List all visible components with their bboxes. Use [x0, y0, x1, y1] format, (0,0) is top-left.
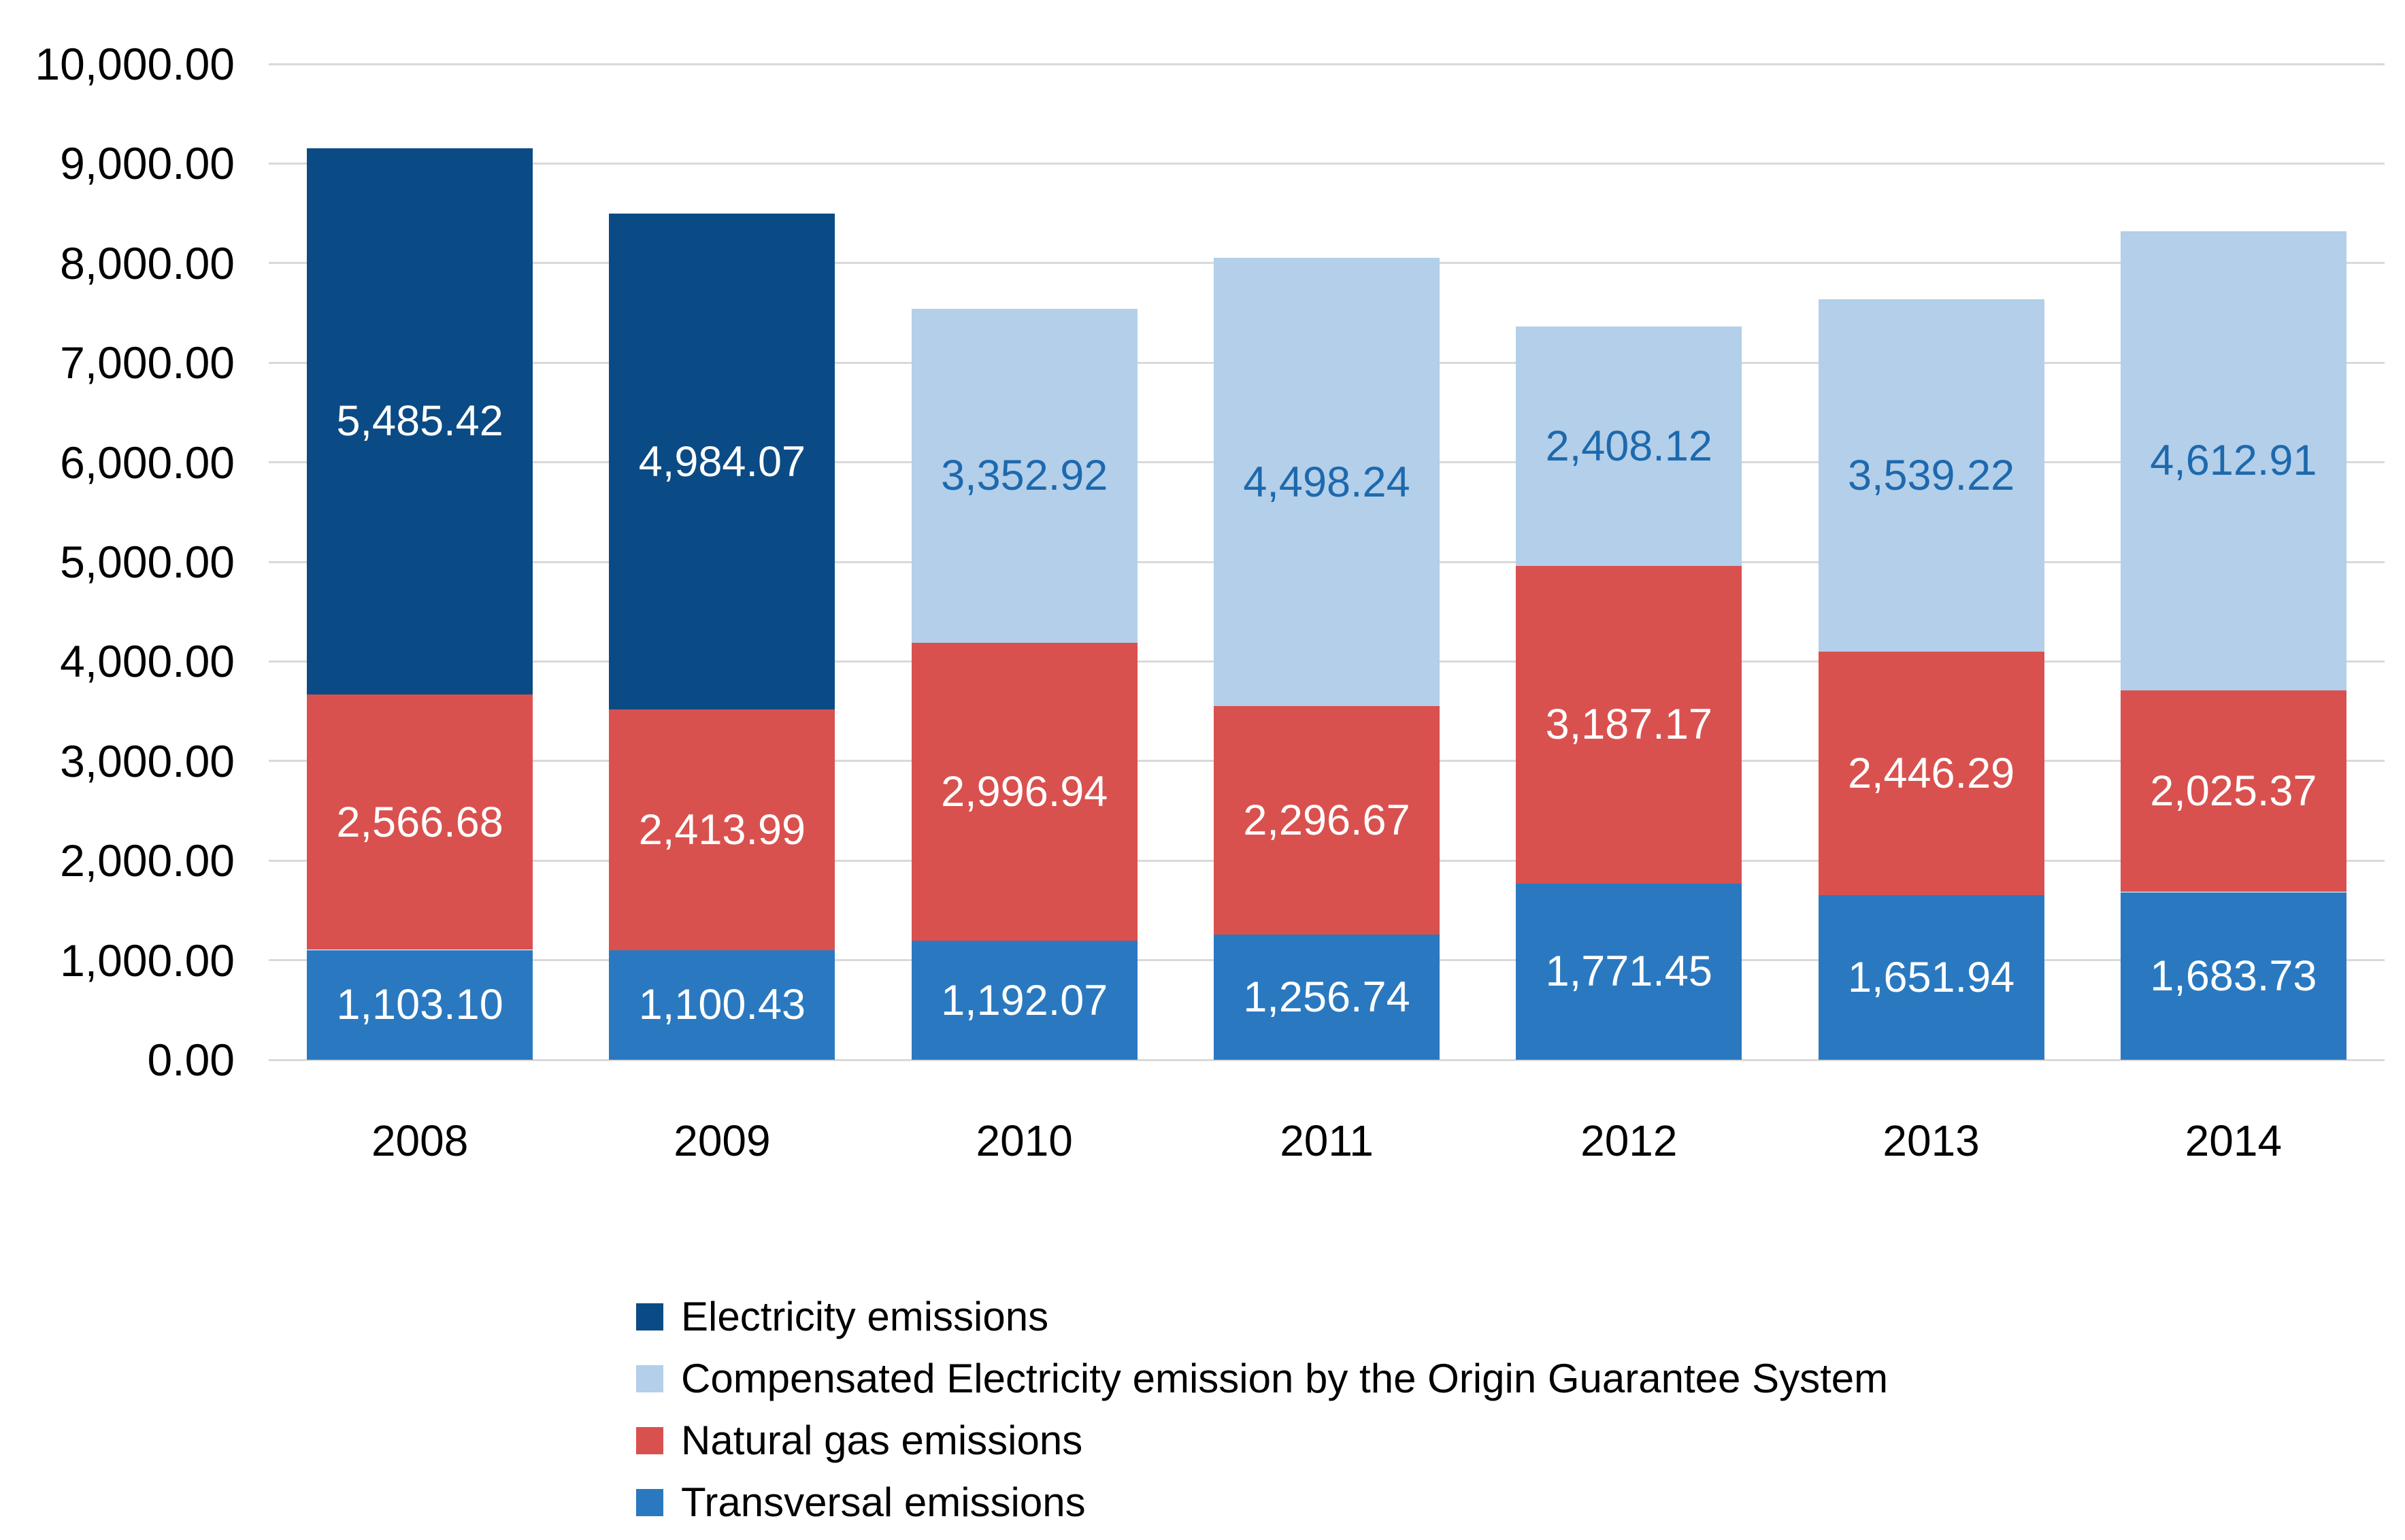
bar-segment-natural-gas-2013	[1818, 652, 2044, 896]
y-axis-tick-label: 1,000.00	[60, 935, 235, 986]
bar-segment-transversal-2011	[1214, 935, 1440, 1060]
y-axis-tick-label: 8,000.00	[60, 237, 235, 288]
bar-segment-natural-gas-2009	[609, 709, 835, 950]
bar-segment-transversal-2008	[307, 950, 533, 1060]
x-axis-label-2008: 2008	[371, 1116, 469, 1165]
bar-segment-label-compensated-2012: 2,408.12	[1545, 422, 1712, 470]
legend-swatch-transversal-icon	[636, 1488, 663, 1516]
bar-segment-compensated-2010	[911, 308, 1138, 643]
bar-segment-label-transversal-2009: 1,100.43	[638, 981, 806, 1029]
bar-segment-label-electricity-2009: 4,984.07	[638, 437, 806, 486]
bar-segment-label-transversal-2008: 1,103.10	[336, 981, 503, 1029]
bar-segment-transversal-2010	[911, 941, 1138, 1060]
legend-label-transversal: Transversal emissions	[681, 1479, 1086, 1525]
bar-segment-compensated-2014	[2120, 231, 2346, 690]
bar-segment-label-compensated-2010: 3,352.92	[941, 452, 1108, 500]
legend-label-compensated: Compensated Electricity emission by the …	[681, 1355, 1889, 1401]
y-gridline-0	[269, 1058, 2385, 1061]
bar-segment-label-natural-gas-2012: 3,187.17	[1545, 701, 1712, 749]
y-gridline-9000	[269, 162, 2385, 165]
bar-segment-transversal-2012	[1516, 883, 1742, 1060]
bar-segment-natural-gas-2010	[911, 642, 1138, 941]
y-axis-tick-label: 10,000.00	[35, 39, 235, 89]
x-axis-label-2009: 2009	[674, 1116, 771, 1165]
bar-segment-transversal-2013	[1818, 895, 2044, 1060]
y-axis-tick-label: 0.00	[147, 1035, 235, 1085]
bar-segment-compensated-2013	[1818, 299, 2044, 652]
bar-segment-electricity-2008	[307, 148, 533, 694]
y-axis-tick-label: 2,000.00	[60, 835, 235, 886]
bar-segment-label-natural-gas-2009: 2,413.99	[638, 806, 806, 854]
bar-segment-transversal-2014	[2120, 892, 2346, 1060]
y-axis-tick-label: 4,000.00	[60, 636, 235, 687]
legend-label-electricity: Electricity emissions	[681, 1293, 1049, 1339]
legend-item-compensated: Compensated Electricity emission by the …	[636, 1348, 1888, 1409]
x-axis-label-2014: 2014	[2185, 1116, 2283, 1165]
y-axis-tick-label: 6,000.00	[60, 437, 235, 488]
legend-item-natural-gas: Natural gas emissions	[636, 1409, 1888, 1471]
legend-item-transversal: Transversal emissions	[636, 1471, 1888, 1533]
bar-segment-label-natural-gas-2010: 2,996.94	[941, 768, 1108, 816]
bar-segment-label-compensated-2014: 4,612.91	[2150, 437, 2317, 485]
y-axis-tick-label: 5,000.00	[60, 537, 235, 587]
bar-segment-compensated-2012	[1516, 326, 1742, 567]
bar-segment-label-compensated-2013: 3,539.22	[1847, 451, 2015, 499]
legend: Electricity emissions Compensated Electr…	[636, 1286, 1888, 1533]
legend-swatch-compensated-icon	[636, 1365, 663, 1392]
legend-item-electricity: Electricity emissions	[636, 1286, 1888, 1348]
bar-segment-natural-gas-2012	[1516, 566, 1742, 884]
bar-segment-label-transversal-2010: 1,192.07	[941, 976, 1108, 1024]
x-axis-label-2010: 2010	[976, 1116, 1073, 1165]
legend-label-natural-gas: Natural gas emissions	[681, 1417, 1083, 1463]
x-axis-label-2011: 2011	[1280, 1116, 1374, 1165]
bar-segment-electricity-2009	[609, 213, 835, 710]
bar-segment-label-transversal-2012: 1,771.45	[1545, 948, 1712, 996]
bar-segment-natural-gas-2014	[2120, 690, 2346, 892]
y-gridline-10000	[269, 63, 2385, 65]
bar-segment-label-transversal-2013: 1,651.94	[1847, 954, 2015, 1002]
x-axis-label-2013: 2013	[1882, 1116, 1980, 1165]
bar-segment-compensated-2011	[1214, 258, 1440, 706]
bar-segment-label-natural-gas-2013: 2,446.29	[1847, 750, 2015, 798]
bar-segment-label-transversal-2011: 1,256.74	[1243, 973, 1410, 1021]
bar-segment-natural-gas-2008	[307, 694, 533, 950]
bar-segment-label-transversal-2014: 1,683.73	[2150, 952, 2317, 1000]
legend-swatch-electricity-icon	[636, 1303, 663, 1330]
y-axis-tick-label: 7,000.00	[60, 337, 235, 388]
bar-segment-label-electricity-2008: 5,485.42	[336, 397, 503, 446]
y-axis-tick-label: 3,000.00	[60, 735, 235, 786]
bar-segment-natural-gas-2011	[1214, 705, 1440, 935]
y-axis-tick-label: 9,000.00	[60, 138, 235, 189]
x-axis-label-2012: 2012	[1580, 1116, 1678, 1165]
bar-segment-label-natural-gas-2014: 2,025.37	[2150, 767, 2317, 816]
bar-segment-label-natural-gas-2011: 2,296.67	[1243, 796, 1410, 844]
bar-segment-label-natural-gas-2008: 2,566.68	[336, 798, 503, 846]
bar-segment-label-compensated-2011: 4,498.24	[1243, 458, 1410, 506]
bar-segment-transversal-2009	[609, 950, 835, 1060]
legend-swatch-natural-gas-icon	[636, 1426, 663, 1454]
